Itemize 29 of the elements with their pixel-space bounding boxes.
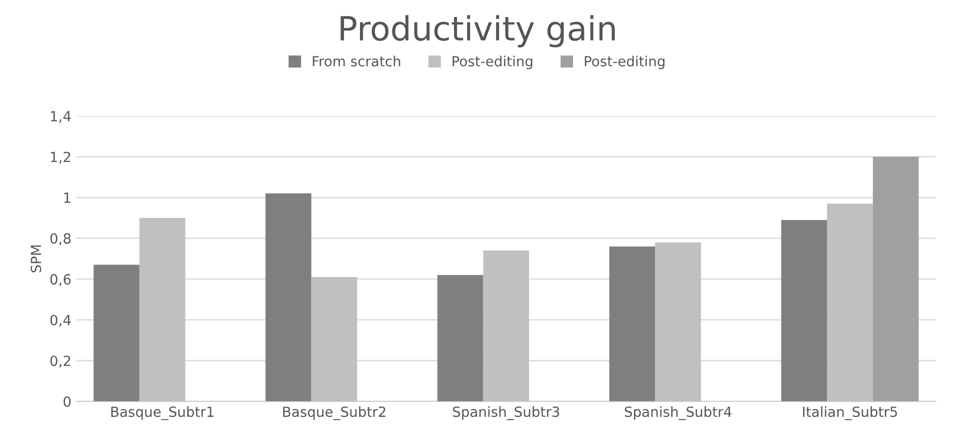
y-tick-label: 1 xyxy=(64,192,70,203)
y-tick-label: 0,4 xyxy=(50,314,71,327)
x-tick-label: Italian_Subtr5 xyxy=(803,406,897,420)
bar xyxy=(94,264,140,402)
y-axis-title: SPM xyxy=(30,245,42,272)
legend-label: From scratch xyxy=(312,56,400,66)
bar xyxy=(437,274,484,402)
y-tick-label: 1,4 xyxy=(50,111,71,123)
x-tick-label: Basque_Subtr1 xyxy=(111,406,214,420)
bar xyxy=(483,250,530,402)
bar xyxy=(781,220,828,402)
legend-label: Post-editing xyxy=(584,56,664,70)
bar xyxy=(655,242,701,402)
x-tick-label: Basque_Subtr2 xyxy=(283,406,386,420)
bar xyxy=(139,218,186,402)
bar xyxy=(609,246,656,402)
bar xyxy=(311,277,358,402)
bar xyxy=(265,193,312,402)
x-tick-label: Spanish_Subtr4 xyxy=(624,406,732,420)
x-tick-label: Spanish_Subtr3 xyxy=(452,406,560,420)
y-tick-label: 0,6 xyxy=(50,274,71,286)
y-tick-label: 0,8 xyxy=(50,233,71,246)
y-tick-label: 0 xyxy=(64,396,71,407)
chart-title: Productivity gain xyxy=(340,15,615,48)
bar xyxy=(827,204,873,402)
y-tick-label: 1,2 xyxy=(50,152,70,164)
bar xyxy=(872,156,919,402)
legend-label: Post-editing xyxy=(452,56,532,70)
y-tick-label: 0,2 xyxy=(50,356,70,368)
